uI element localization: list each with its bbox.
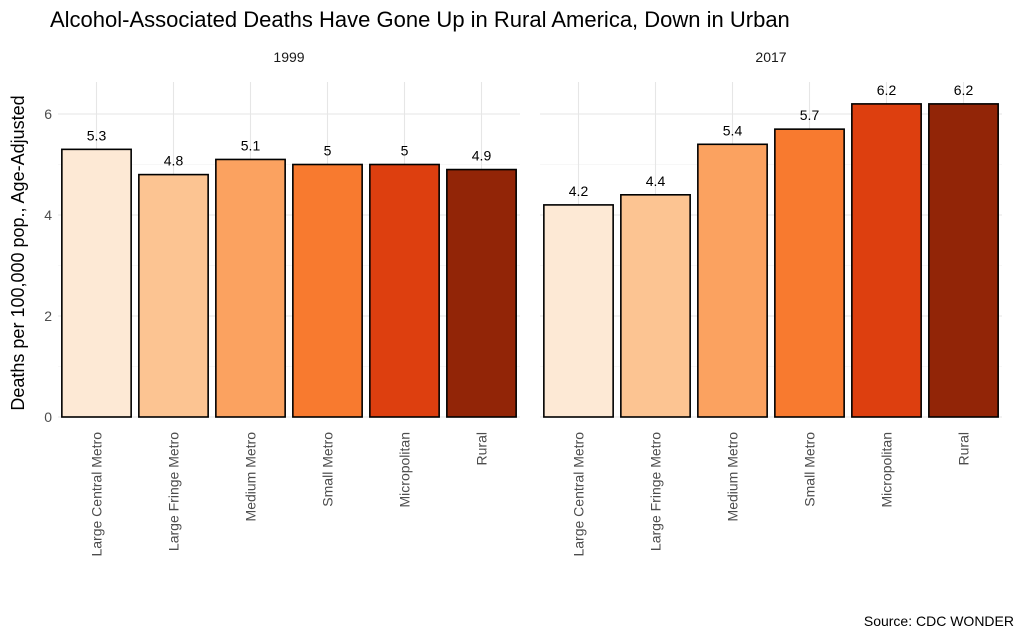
x-tick-label: Large Fringe Metro [166,432,182,551]
chart-title: Alcohol-Associated Deaths Have Gone Up i… [50,7,790,32]
data-label: 5 [401,143,409,159]
x-tick-label: Medium Metro [243,432,259,522]
facet-label: 1999 [273,49,304,65]
x-tick-label: Rural [474,432,490,465]
panel-2017: 2017 4.2 Large Central Metro 4.4 Large Fring… [540,49,1002,557]
data-label: 5.4 [723,122,743,138]
x-tick-label: Rural [956,432,972,465]
x-tick-label: Small Metro [320,432,336,507]
x-tick-label: Large Central Metro [571,432,587,557]
data-label: 4.2 [569,183,589,199]
y-tick-label: 0 [44,409,52,425]
y-tick-label: 2 [44,308,52,324]
data-label: 4.9 [472,148,492,164]
panel-1999: 1999 5.3 Large Central Metro 4.8 Large Fring… [44,49,520,557]
data-label: 6.2 [877,82,897,98]
bar [138,173,209,418]
bar [61,148,132,418]
bar [292,163,363,418]
data-label: 4.8 [164,153,184,169]
bar [369,163,440,418]
bar [928,103,999,418]
y-axis-label: Deaths per 100,000 pop., Age-Adjusted [8,95,28,410]
source-caption: Source: CDC WONDER [864,613,1014,629]
facet-label: 2017 [755,49,786,65]
bar [851,103,922,418]
y-tick-label: 4 [44,207,52,223]
x-tick-label: Small Metro [802,432,818,507]
y-tick-label: 6 [44,106,52,122]
bar [446,168,517,418]
x-tick-label: Micropolitan [397,432,413,507]
bar [774,128,845,418]
bar [697,143,768,418]
data-label: 4.4 [646,173,666,189]
x-tick-label: Medium Metro [725,432,741,522]
data-label: 5 [324,143,332,159]
bar [543,204,614,418]
x-tick-label: Micropolitan [879,432,895,507]
data-label: 5.7 [800,107,820,123]
data-label: 5.3 [87,127,107,143]
data-label: 5.1 [241,137,261,153]
data-label: 6.2 [954,82,974,98]
bar [620,194,691,418]
x-tick-label: Large Fringe Metro [648,432,664,551]
bar [215,158,286,418]
x-tick-label: Large Central Metro [89,432,105,557]
facet-panels: 1999 5.3 Large Central Metro 4.8 Large Fring… [44,49,1002,557]
